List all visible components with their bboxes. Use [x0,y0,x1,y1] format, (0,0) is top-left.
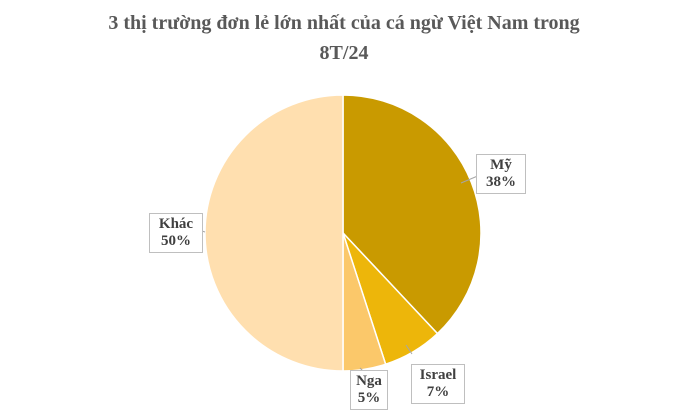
data-label-name: Nga [356,373,382,389]
chart-title: 3 thị trường đơn lẻ lớn nhất của cá ngừ … [0,8,688,68]
data-label-name: Mỹ [490,157,512,173]
chart-title-line-1: 3 thị trường đơn lẻ lớn nhất của cá ngừ … [108,12,580,34]
data-label-value: 50% [161,233,191,249]
data-label-value: 38% [486,174,516,190]
data-label-name: Khác [158,216,194,232]
pie-slice-4 [204,94,344,372]
data-label-4: Khác 50% [149,213,203,253]
data-label-1: Mỹ 38% [476,154,526,194]
data-label-value: 7% [426,384,450,400]
chart-title-line-2: 8T/24 [319,42,369,64]
data-label-value: 5% [357,390,381,406]
data-label-2: Israel 7% [411,364,465,404]
leader-line-2 [405,344,413,355]
data-label-name: Israel [419,367,457,383]
pie-slice-1 [342,94,482,335]
data-label-3: Nga 5% [350,370,388,410]
